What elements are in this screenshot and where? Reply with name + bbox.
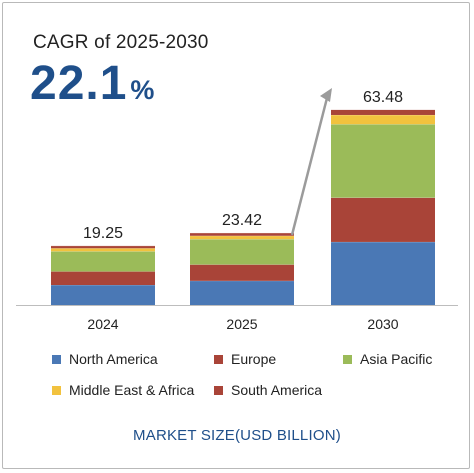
x-tick-2030: 2030 [367,316,398,332]
bar-2030-europe [331,197,435,242]
bar-2030-north-america [331,241,435,305]
bar-2025-europe [190,264,294,281]
cagr-label: CAGR of 2025-2030 [33,32,209,53]
bar-2030-middle-east-africa [331,114,435,125]
bar-2030-south-america [331,109,435,115]
bar-2030-asia-pacific [331,124,435,198]
bar-2025-north-america [190,280,294,305]
bars-group [51,109,435,305]
total-label-2030: 63.48 [363,89,403,106]
bar-2024-middle-east-africa [51,248,155,252]
bar-2025-asia-pacific [190,239,294,265]
cagr-value: 22.1% [30,56,154,111]
growth-arrow-head [320,88,332,102]
cagr-number: 22.1 [30,57,128,110]
bar-2024-europe [51,271,155,286]
bar-2025-middle-east-africa [190,235,294,240]
bar-2024-south-america [51,245,155,249]
bar-2024-asia-pacific [51,251,155,272]
footer-label: MARKET SIZE(USD BILLION) [133,427,341,444]
x-tick-2025: 2025 [226,316,257,332]
x-tick-2024: 2024 [87,316,118,332]
bar-2025-south-america [190,232,294,236]
labels-group: 19.25 2024 23.42 2025 63.48 2030 [83,88,403,332]
cagr-unit: % [130,75,155,105]
bar-2024-north-america [51,285,155,305]
total-label-2025: 23.42 [222,212,262,229]
total-label-2024: 19.25 [83,225,123,242]
growth-arrow-line [290,97,329,236]
